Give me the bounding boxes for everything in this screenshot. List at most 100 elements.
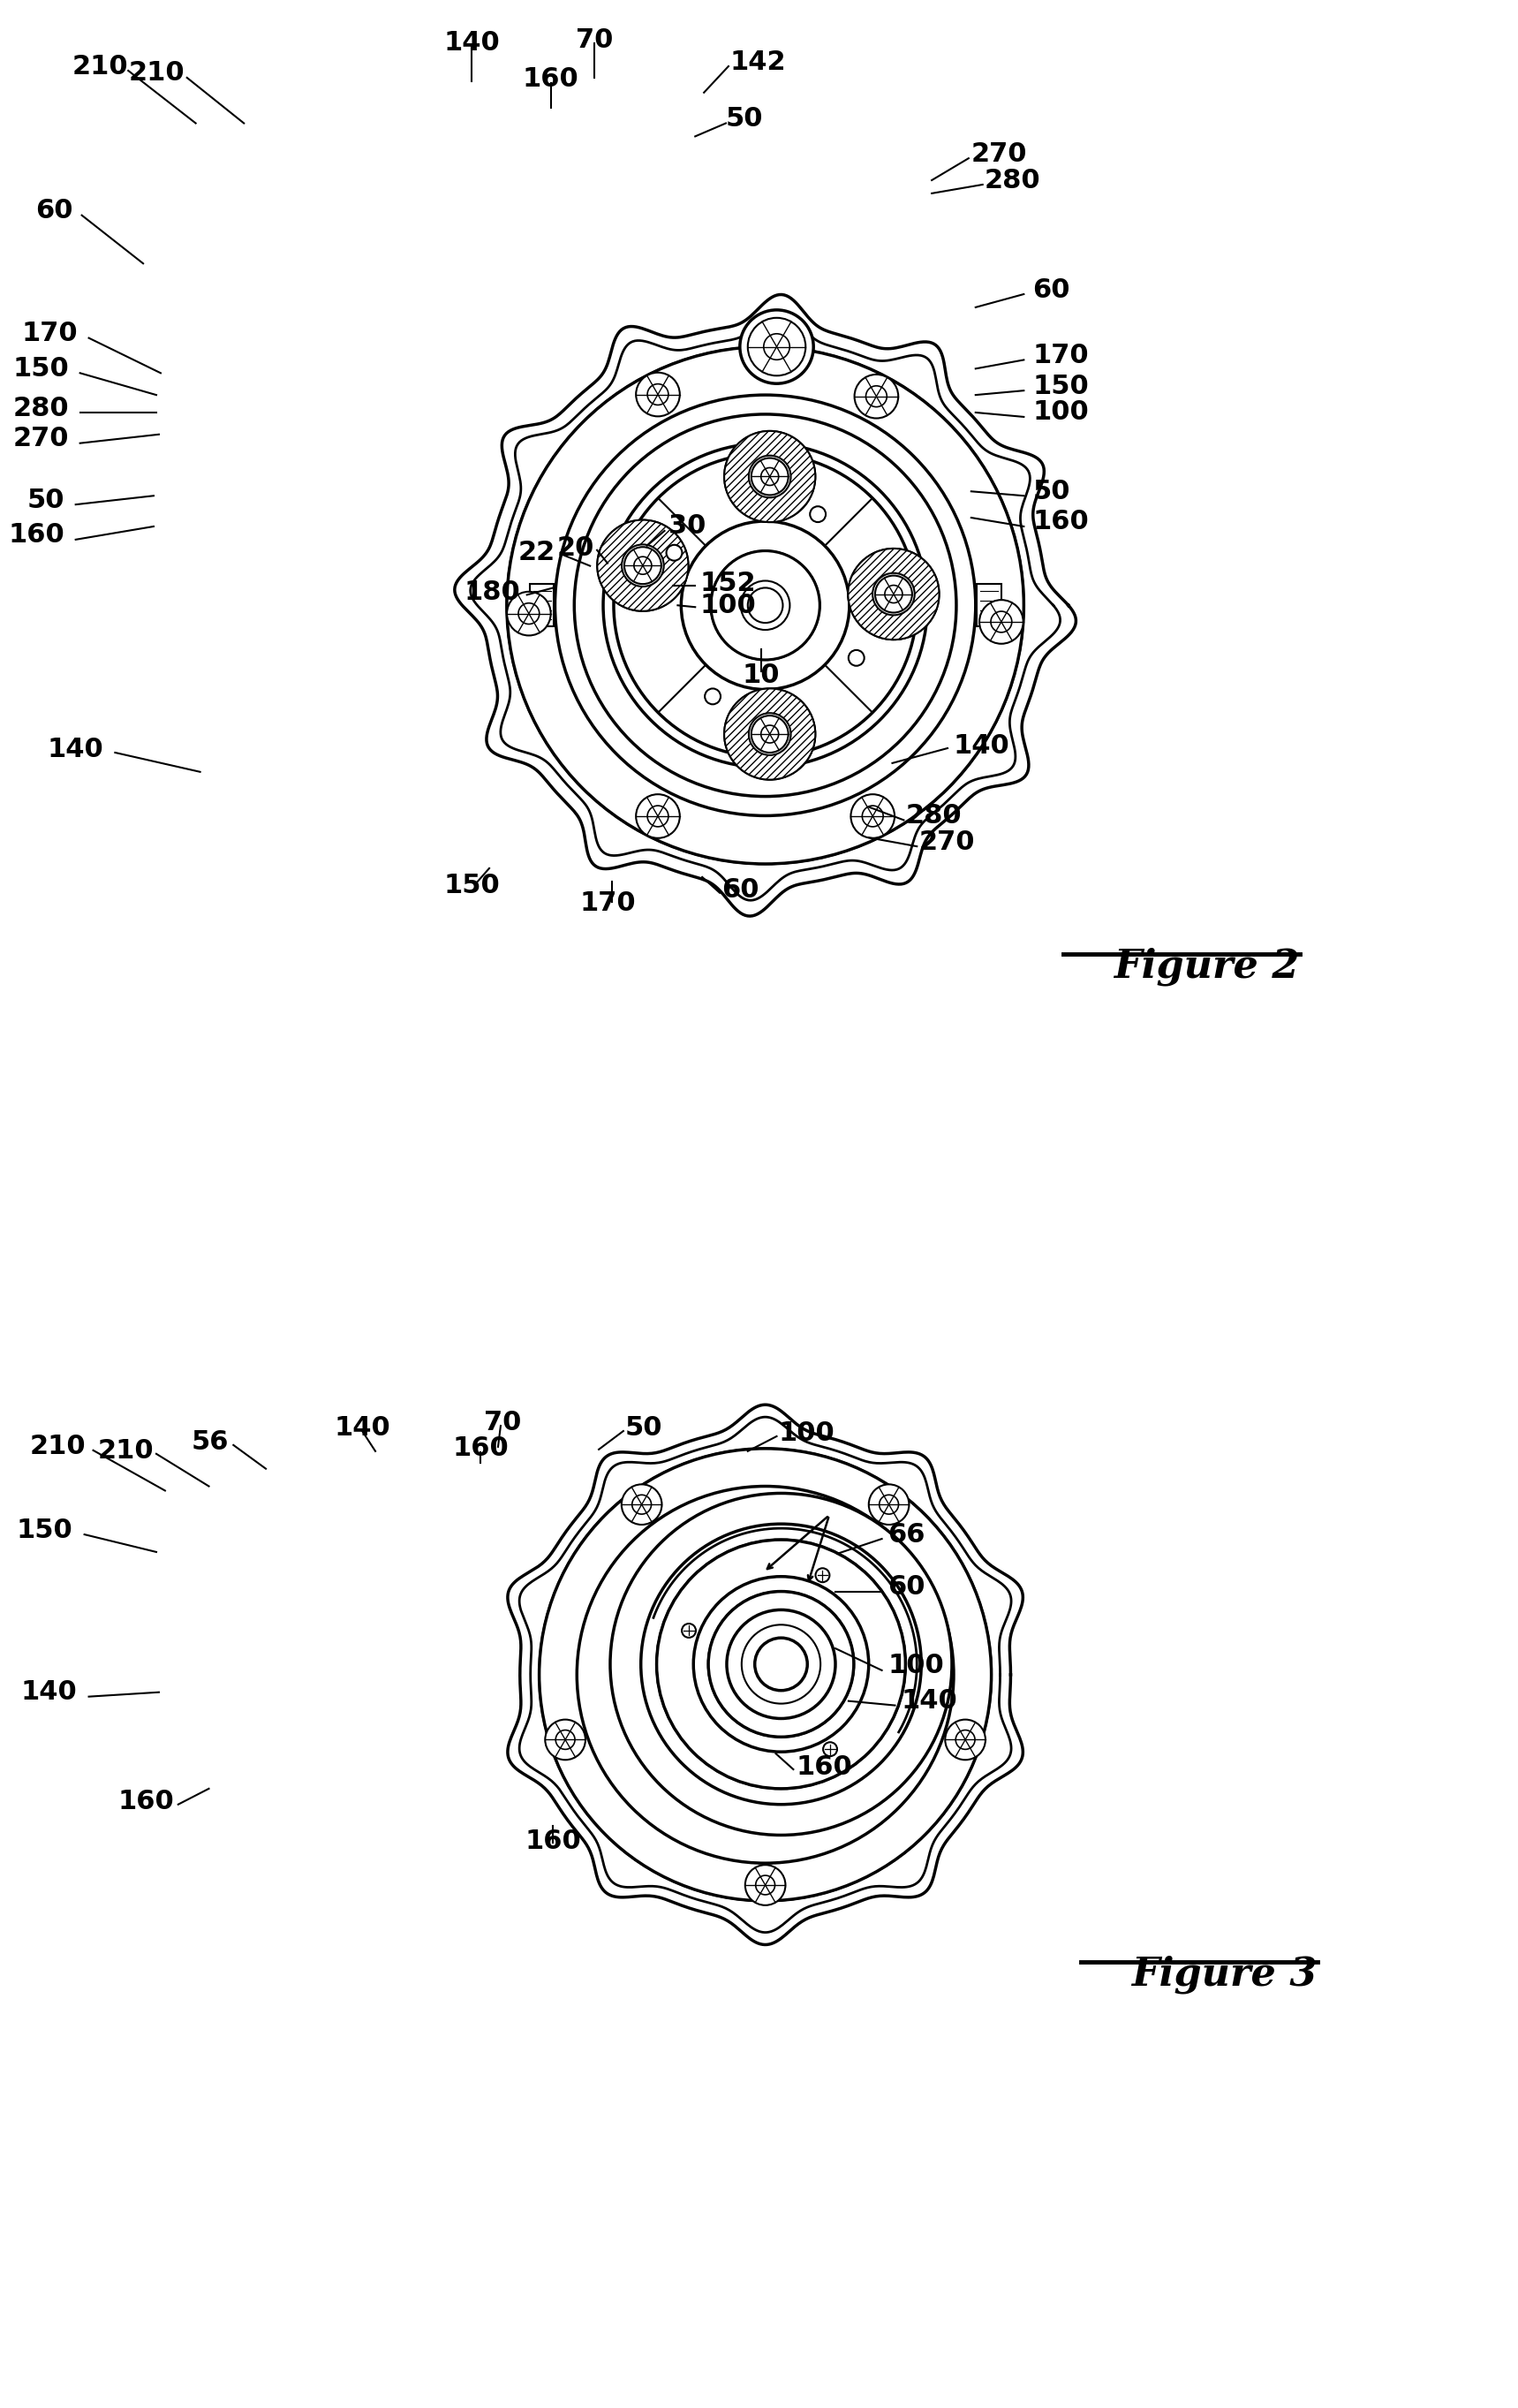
Text: 270: 270 <box>918 828 975 855</box>
Circle shape <box>724 431 815 523</box>
Text: 100: 100 <box>1032 400 1088 426</box>
Text: 140: 140 <box>443 29 499 55</box>
Text: 60: 60 <box>721 877 759 903</box>
Text: 210: 210 <box>71 53 128 79</box>
Circle shape <box>742 1625 821 1702</box>
Circle shape <box>556 1729 575 1748</box>
Text: 140: 140 <box>47 737 103 763</box>
Circle shape <box>682 1623 695 1637</box>
Circle shape <box>739 311 814 383</box>
Text: 150: 150 <box>1032 373 1088 400</box>
Wedge shape <box>710 551 820 660</box>
Text: 50: 50 <box>726 106 764 132</box>
Text: 140: 140 <box>21 1678 77 1705</box>
Text: 70: 70 <box>484 1409 521 1435</box>
Text: 50: 50 <box>1032 479 1070 503</box>
Circle shape <box>704 689 721 703</box>
Circle shape <box>748 588 783 624</box>
Circle shape <box>597 520 688 612</box>
Text: 170: 170 <box>21 320 77 347</box>
Circle shape <box>636 373 680 417</box>
Circle shape <box>745 1864 785 1905</box>
Text: 270: 270 <box>12 426 68 453</box>
Text: 140: 140 <box>902 1688 958 1714</box>
Circle shape <box>741 580 789 631</box>
Wedge shape <box>574 414 956 797</box>
Wedge shape <box>724 431 815 523</box>
Circle shape <box>724 689 815 780</box>
Text: 210: 210 <box>30 1435 87 1459</box>
Circle shape <box>879 1495 899 1515</box>
Circle shape <box>761 725 779 744</box>
Text: 160: 160 <box>522 67 578 92</box>
Text: 160: 160 <box>452 1435 509 1462</box>
Circle shape <box>636 795 680 838</box>
Text: 50: 50 <box>27 486 64 513</box>
Circle shape <box>613 453 917 756</box>
Circle shape <box>694 1577 868 1753</box>
Circle shape <box>610 1493 952 1835</box>
Text: 280: 280 <box>906 802 962 828</box>
Wedge shape <box>657 1539 906 1789</box>
Text: 30: 30 <box>669 513 706 539</box>
Wedge shape <box>539 1450 991 1900</box>
Circle shape <box>574 414 956 797</box>
Text: 60: 60 <box>35 197 73 224</box>
Text: 150: 150 <box>443 874 499 898</box>
Text: 140: 140 <box>953 732 1009 759</box>
Text: 60: 60 <box>1032 277 1070 303</box>
Text: 70: 70 <box>575 26 613 53</box>
Text: 10: 10 <box>742 662 780 689</box>
Circle shape <box>518 602 539 624</box>
Circle shape <box>751 715 788 754</box>
Circle shape <box>885 585 902 602</box>
Circle shape <box>647 807 668 826</box>
Text: 100: 100 <box>779 1421 835 1447</box>
Circle shape <box>545 1719 586 1760</box>
Wedge shape <box>849 549 940 641</box>
Circle shape <box>657 1539 906 1789</box>
Wedge shape <box>597 520 688 612</box>
Text: 210: 210 <box>129 60 185 87</box>
Circle shape <box>850 795 894 838</box>
Bar <box>976 585 1000 626</box>
Text: 270: 270 <box>972 142 1028 166</box>
Circle shape <box>666 544 682 561</box>
Circle shape <box>580 1488 952 1861</box>
Text: 180: 180 <box>463 580 521 604</box>
Circle shape <box>946 1719 985 1760</box>
Circle shape <box>751 458 788 496</box>
Text: 20: 20 <box>557 535 595 561</box>
Circle shape <box>748 318 806 376</box>
Circle shape <box>710 551 820 660</box>
Text: 150: 150 <box>17 1517 73 1544</box>
Circle shape <box>507 592 551 636</box>
Text: Figure 2: Figure 2 <box>1114 946 1299 985</box>
Text: Figure 3: Figure 3 <box>1131 1955 1318 1994</box>
Text: 100: 100 <box>888 1654 944 1678</box>
Text: 100: 100 <box>700 592 756 619</box>
Text: 66: 66 <box>888 1522 926 1548</box>
Circle shape <box>756 1876 774 1895</box>
Text: 170: 170 <box>580 891 636 915</box>
Circle shape <box>865 385 887 407</box>
Circle shape <box>556 395 976 816</box>
Wedge shape <box>613 453 917 756</box>
Text: 150: 150 <box>12 356 68 380</box>
Circle shape <box>849 650 864 665</box>
Text: 56: 56 <box>191 1430 229 1454</box>
Circle shape <box>539 1450 991 1900</box>
Circle shape <box>855 376 899 419</box>
Circle shape <box>991 612 1013 633</box>
Text: 152: 152 <box>700 571 756 597</box>
Circle shape <box>849 549 940 641</box>
Text: 22: 22 <box>518 539 556 566</box>
Text: 142: 142 <box>730 48 786 75</box>
Text: 160: 160 <box>117 1789 175 1816</box>
Circle shape <box>764 335 789 359</box>
Text: 280: 280 <box>12 395 68 421</box>
Wedge shape <box>507 347 1023 864</box>
Text: 140: 140 <box>334 1416 390 1440</box>
Circle shape <box>577 1486 953 1864</box>
Circle shape <box>754 1637 808 1690</box>
